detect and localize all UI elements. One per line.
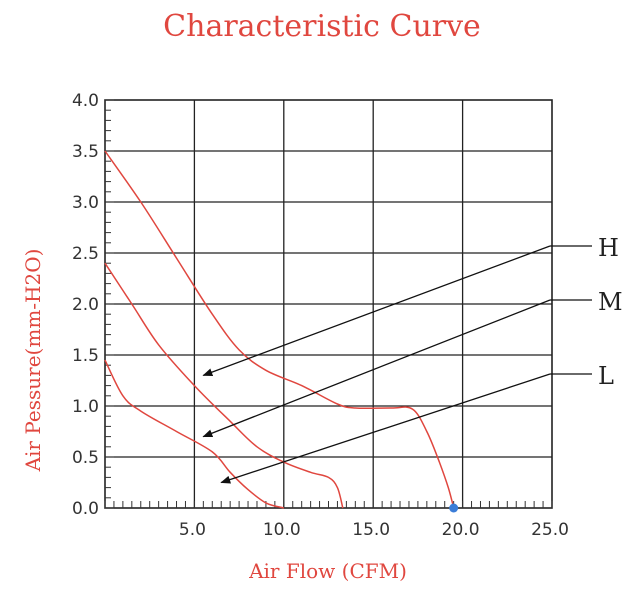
callout-label-h: H	[598, 234, 619, 262]
x-axis-label: Air Flow (CFM)	[248, 559, 407, 583]
x-tick-label: 20.0	[442, 520, 480, 540]
highlight-point	[449, 503, 459, 513]
y-tick-label: 0.5	[72, 448, 99, 468]
x-tick-label: 25.0	[531, 520, 569, 540]
series-lines	[104, 150, 459, 513]
callout-arrow-h	[202, 245, 551, 377]
x-tick-label: 15.0	[352, 520, 390, 540]
y-tick-label: 3.0	[72, 193, 99, 213]
chart-title: Characteristic Curve	[163, 9, 481, 44]
y-tick-label: 3.5	[72, 142, 99, 162]
y-tick-label: 1.5	[72, 346, 99, 366]
series-line-h	[104, 150, 455, 509]
callout-label-m: M	[598, 288, 623, 316]
y-tick-label: 2.0	[72, 295, 99, 315]
series-line-m	[104, 262, 344, 509]
x-tick-label: 10.0	[263, 520, 301, 540]
axis-ticks	[104, 99, 553, 509]
series-line-l	[104, 359, 285, 509]
callout-arrow-m	[202, 299, 551, 438]
callout-arrow-l	[220, 373, 551, 484]
tick-labels: 0.0 0.5 1.0 1.5 2.0 2.5 3.0 3.5 4.0 5.0 10.0 15.0 20…	[72, 91, 569, 540]
y-tick-label: 2.5	[72, 244, 99, 264]
y-tick-label: 1.0	[72, 397, 99, 417]
y-tick-label: 4.0	[72, 91, 99, 111]
series-callouts: HM L	[202, 234, 623, 484]
y-axis-label: Air Pessure(mm-H2O)	[21, 249, 45, 473]
y-tick-label: 0.0	[72, 499, 99, 519]
x-tick-label: 5.0	[179, 520, 206, 540]
callout-label-l: L	[598, 362, 614, 390]
